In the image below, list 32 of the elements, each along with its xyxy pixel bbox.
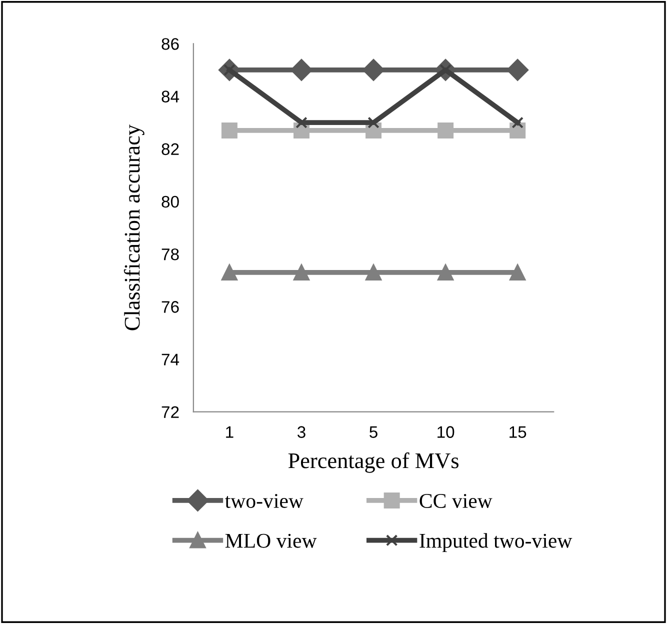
point <box>296 116 308 128</box>
point <box>221 122 238 138</box>
y-axis-title: Classification accuracy <box>124 124 144 330</box>
point <box>366 264 382 280</box>
point <box>221 264 238 280</box>
point <box>512 116 524 128</box>
point <box>506 59 528 81</box>
point <box>438 122 454 138</box>
y-tick-label: 76 <box>162 301 179 313</box>
y-tick-label: 74 <box>162 354 180 366</box>
legend-label: MLO view <box>225 534 317 548</box>
x-tick-label: 5 <box>370 426 378 438</box>
y-tick-label: 72 <box>162 406 179 418</box>
point <box>290 59 312 81</box>
y-tick-label: 78 <box>162 248 179 260</box>
x-tick-label: 3 <box>297 426 306 438</box>
y-tick-label: 80 <box>162 196 179 208</box>
y-tick-label: 86 <box>162 38 179 50</box>
point <box>510 264 526 280</box>
legend-label: two-view <box>225 494 304 508</box>
legend-label: Imputed two-view <box>420 533 572 552</box>
y-tick-label: 84 <box>162 90 180 102</box>
point <box>368 116 380 128</box>
x-tick-label: 10 <box>438 426 454 438</box>
x-tick-label: 1 <box>226 426 234 438</box>
y-tick-label: 82 <box>162 143 179 156</box>
x-axis-title: Percentage of MVs <box>288 452 458 473</box>
x-tick-label: 15 <box>510 426 526 438</box>
point <box>362 59 384 81</box>
legend-label: CC view <box>420 494 492 508</box>
point <box>293 264 310 280</box>
point <box>438 264 454 280</box>
